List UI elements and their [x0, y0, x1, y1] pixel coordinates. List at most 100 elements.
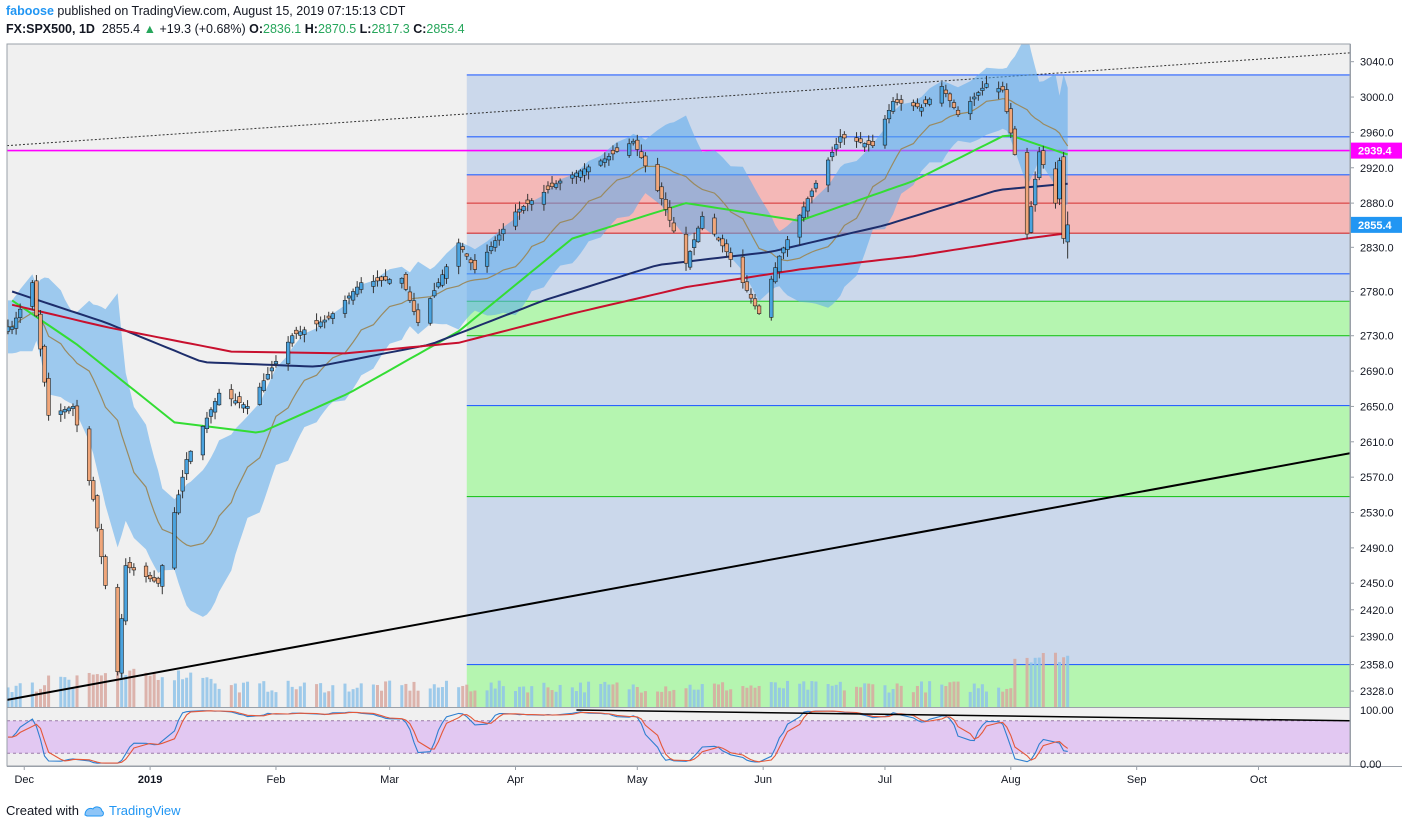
candle-body: [545, 185, 551, 190]
candle-body: [972, 96, 977, 100]
candle-body: [472, 260, 478, 270]
candle-body: [541, 191, 547, 205]
up-arrow-icon: ▲: [143, 22, 156, 36]
candle-body: [58, 410, 63, 415]
volume-bar: [688, 684, 692, 707]
candle-body: [943, 89, 948, 94]
volume-bar: [432, 684, 436, 707]
candle-body: [119, 618, 124, 674]
candle-body: [752, 298, 758, 307]
volume-bar: [47, 675, 51, 707]
volume-bar: [103, 673, 107, 707]
candle-body: [797, 214, 802, 238]
volume-bar: [806, 689, 810, 707]
candle-body: [1033, 178, 1038, 206]
time-tick-label: Aug: [1001, 774, 1021, 786]
volume-bar: [270, 690, 274, 707]
resistance-dotted-line: [7, 52, 1350, 147]
volume-bar: [181, 679, 185, 707]
volume-bar: [404, 683, 408, 707]
candle-body: [217, 392, 222, 406]
candle-body: [30, 282, 35, 307]
candle-body: [781, 247, 786, 254]
volume-bar: [1033, 657, 1037, 707]
volume-bar: [976, 688, 980, 707]
author-name[interactable]: faboose: [6, 4, 54, 18]
candle-body: [870, 141, 875, 146]
candle-body: [756, 305, 762, 314]
price-axis[interactable]: 3040.0 3000.0 2960.0 2920.0 2880.0 2830.0 2780…: [1350, 57, 1394, 771]
time-tick-label: Sep: [1127, 774, 1147, 786]
price-chart[interactable]: 3040.0 3000.0 2960.0 2920.0 2880.0 2830.0 2780…: [0, 0, 1408, 800]
volume-bar: [298, 686, 302, 707]
volume-bar: [95, 674, 99, 707]
price-marker-label: 2939.4: [1358, 146, 1393, 158]
candle-body: [517, 208, 522, 213]
volume-bar: [814, 681, 818, 707]
volume-bar: [924, 692, 928, 707]
volume-bar: [773, 682, 777, 707]
volume-bar: [526, 692, 530, 707]
volume-bar: [928, 681, 932, 707]
volume-bar: [1041, 652, 1045, 707]
price-marker-label: 2855.4: [1358, 220, 1393, 232]
oscillator-tick-label: 0.00: [1360, 759, 1381, 771]
candle-body: [200, 426, 205, 456]
volume-bar: [712, 683, 716, 707]
time-tick-label: Dec: [14, 774, 34, 786]
oscillator-trend-line[interactable]: [576, 709, 1350, 722]
candle-body: [208, 409, 214, 417]
candle-body: [854, 137, 859, 142]
volume-bar: [781, 688, 785, 707]
volume-bar: [160, 677, 164, 707]
candle-body: [294, 329, 299, 335]
time-axis[interactable]: Dec 2019 Feb Mar Apr May Jun Jul Aug Sep Oct: [14, 766, 1267, 786]
candle-body: [744, 281, 750, 291]
low-label: L:: [359, 22, 372, 36]
price-tick-label: 2960.0: [1360, 127, 1394, 139]
price-tick-label: 2420.0: [1360, 605, 1394, 617]
volume-bar: [144, 672, 148, 707]
candle-body: [1012, 128, 1017, 155]
volume-bar: [656, 691, 660, 707]
candle-body: [456, 242, 461, 267]
candle-body: [927, 98, 932, 105]
volume-bar: [972, 683, 976, 707]
candle-body: [407, 291, 413, 301]
volume-bar: [980, 684, 984, 707]
candlesticks[interactable]: [6, 75, 1070, 679]
candle-body: [180, 476, 185, 492]
volume-bar: [810, 681, 814, 707]
volume-bar: [883, 685, 887, 707]
candle-body: [558, 180, 563, 184]
candle-body: [156, 577, 161, 584]
volume-bar: [497, 680, 501, 707]
volume-bar: [1001, 691, 1005, 707]
volume-bar: [859, 687, 863, 707]
candle-body: [826, 159, 831, 186]
publish-header: faboose published on TradingView.com, Au…: [6, 4, 405, 18]
candle-body: [245, 406, 250, 409]
tradingview-brand[interactable]: TradingView: [108, 803, 181, 818]
volume-bar: [684, 688, 688, 707]
candle-body: [66, 407, 71, 412]
volume-bar: [75, 675, 79, 707]
candle-body: [34, 280, 39, 317]
candle-body: [529, 200, 534, 205]
candle-body: [74, 405, 80, 426]
volume-bar: [205, 677, 209, 707]
volume-bar: [185, 677, 189, 707]
sma100-line: [11, 182, 1068, 368]
trend-lines[interactable]: [7, 52, 1350, 701]
time-tick-label: May: [627, 774, 648, 786]
candle-body: [639, 151, 644, 158]
volume-bar: [493, 688, 497, 707]
volume-bar: [189, 672, 193, 707]
price-tick-label: 2390.0: [1360, 631, 1394, 643]
candle-body: [862, 143, 867, 148]
candle-body: [302, 329, 307, 335]
candle-body: [773, 267, 778, 283]
candle-body: [716, 237, 721, 241]
volume-bar: [359, 683, 363, 707]
candle-body: [273, 361, 279, 365]
